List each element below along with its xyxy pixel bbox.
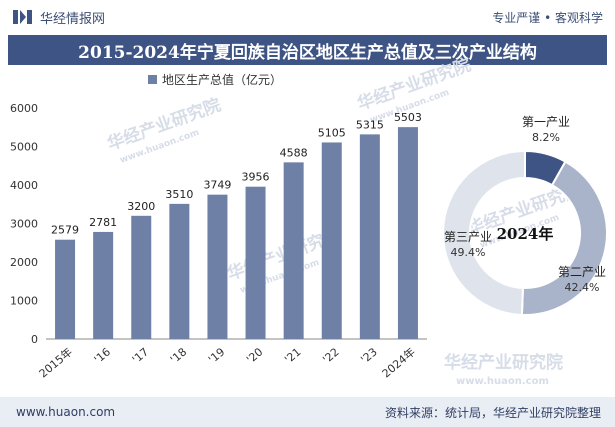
bar	[283, 162, 304, 339]
bar	[359, 134, 380, 339]
legend-label: 地区生产总值（亿元）	[162, 73, 283, 87]
bar-value-label: 3956	[242, 171, 270, 184]
footer-url: www.huaon.com	[16, 405, 116, 419]
donut-slice	[442, 149, 526, 316]
bar	[207, 194, 228, 339]
x-tick-label: '23	[358, 345, 379, 366]
bar-value-label: 2781	[89, 216, 117, 229]
brand: 华经情报网	[12, 8, 105, 27]
x-tick-label: '19	[206, 345, 227, 366]
brand-logo-icon	[13, 10, 32, 24]
chart-legend: 地区生产总值（亿元）	[148, 71, 282, 88]
bar-value-label: 3510	[165, 188, 193, 201]
y-tick-label: 5000	[10, 141, 38, 154]
bar-value-label: 4588	[280, 146, 308, 159]
brand-name: 华经情报网	[40, 11, 106, 27]
donut-slice-label: 第一产业	[522, 115, 570, 129]
tagline: 专业严谨 • 客观科学	[492, 10, 603, 25]
y-tick-label: 4000	[10, 179, 38, 192]
bar	[397, 127, 418, 340]
chart-title: 2015-2024年宁夏回族自治区地区生产总值及三次产业结构	[8, 35, 607, 65]
watermark-corner: 华经产业研究院	[444, 352, 563, 373]
footer: www.huaon.com 资料来源：统计局，华经产业研究院整理	[0, 397, 615, 427]
donut-slice-label: 第三产业	[444, 230, 492, 244]
x-tick-label: '17	[130, 345, 151, 366]
bar	[245, 186, 266, 339]
bar	[55, 239, 76, 339]
x-tick-label: '21	[282, 345, 303, 366]
x-tick-label: '20	[244, 345, 265, 366]
bar-value-label: 5315	[356, 118, 384, 131]
chart-canvas: 华经产业研究院www.huaon.com华经产业研究院www.huaon.com…	[10, 54, 608, 387]
donut-slice-value: 42.4%	[565, 281, 600, 294]
donut-center-label: 2024年	[497, 225, 554, 243]
y-tick-label: 2000	[10, 256, 38, 269]
bar-chart: 0 1000 2000 3000 4000 5000 6000 2579 2015年 2781 '1…	[10, 102, 427, 380]
donut-slice-value: 49.4%	[451, 246, 486, 259]
x-tick-label: '16	[92, 345, 113, 366]
y-tick-label: 6000	[10, 102, 38, 115]
legend-swatch	[148, 75, 157, 84]
x-tick-label: 2015年	[36, 345, 75, 381]
footer-source: 资料来源：统计局，华经产业研究院整理	[384, 405, 601, 420]
donut-slice	[520, 160, 608, 316]
bar-value-label: 5105	[318, 126, 346, 139]
bar-value-label: 3200	[127, 200, 155, 213]
bar	[169, 203, 190, 339]
bar	[93, 231, 114, 339]
x-tick-label: '22	[320, 345, 341, 366]
x-tick-label: '18	[168, 345, 189, 366]
donut-chart: 2024年 第一产业 8.2% 第二产业 42.4% 第三产业 49.4%	[442, 115, 608, 316]
bar-value-label: 5503	[394, 111, 422, 124]
donut-slice-label: 第二产业	[558, 265, 606, 279]
y-tick-label: 0	[31, 333, 38, 346]
bar	[131, 215, 152, 339]
y-tick-label: 1000	[10, 295, 38, 308]
bar-value-label: 2579	[51, 224, 79, 237]
bar-value-label: 3749	[203, 179, 231, 192]
watermark-corner-url: www.huaon.com	[456, 376, 549, 387]
y-tick-label: 3000	[10, 218, 38, 231]
x-tick-label: 2024年	[379, 345, 418, 381]
donut-slice-value: 8.2%	[532, 131, 560, 144]
top-bar: 华经情报网 专业严谨 • 客观科学	[0, 0, 615, 34]
bar	[321, 142, 342, 339]
